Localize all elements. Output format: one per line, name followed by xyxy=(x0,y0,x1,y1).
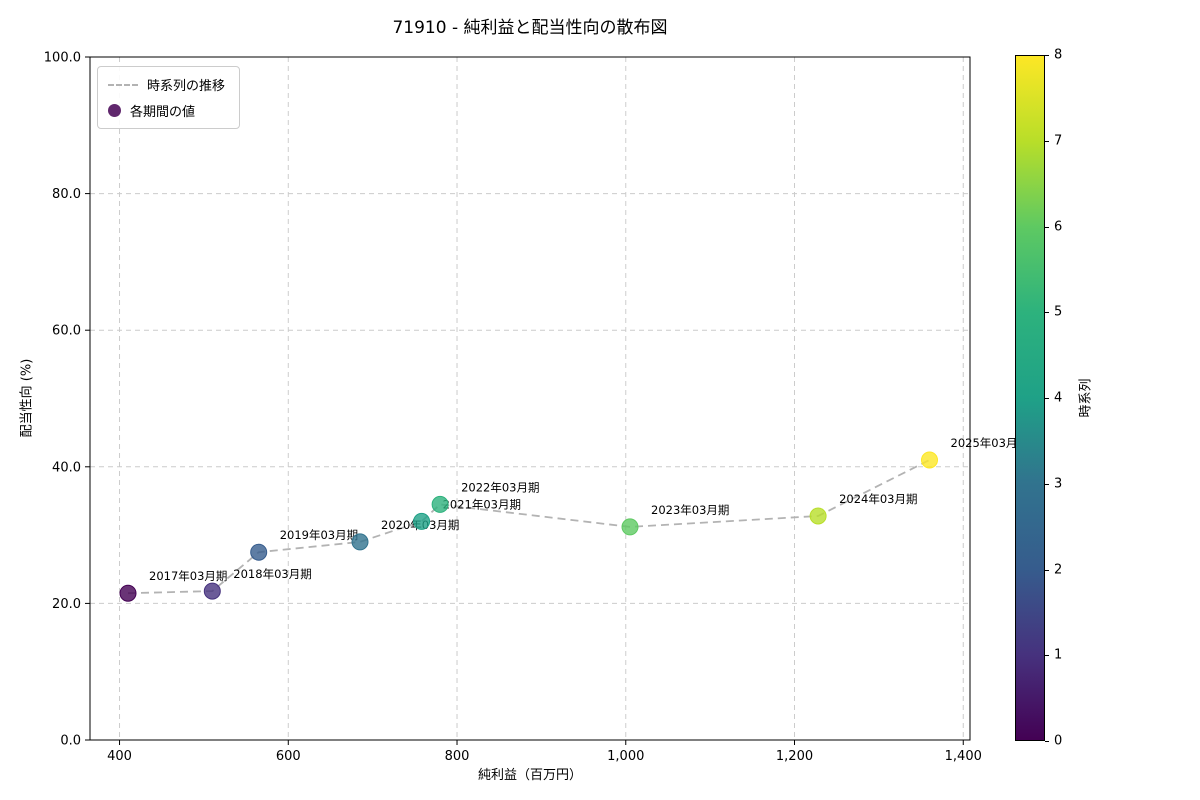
svg-text:2024年03月期: 2024年03月期 xyxy=(839,492,917,506)
svg-text:2025年03月期: 2025年03月期 xyxy=(951,436,1029,450)
svg-text:2018年03月期: 2018年03月期 xyxy=(233,567,311,581)
svg-text:1,400: 1,400 xyxy=(945,749,982,764)
legend: 時系列の推移 各期間の値 xyxy=(97,66,241,129)
colorbar-label: 時系列 xyxy=(1078,378,1094,418)
svg-text:100.0: 100.0 xyxy=(44,51,81,66)
svg-text:40.0: 40.0 xyxy=(52,460,81,475)
y-axis-label: 配当性向 (%) xyxy=(19,358,35,438)
svg-text:2021年03月期: 2021年03月期 xyxy=(443,497,521,511)
svg-text:1,200: 1,200 xyxy=(776,749,813,764)
colorbar xyxy=(1015,55,1045,741)
svg-text:800: 800 xyxy=(445,749,470,764)
svg-text:1,000: 1,000 xyxy=(607,749,644,764)
point-swatch-icon xyxy=(108,104,121,117)
svg-text:80.0: 80.0 xyxy=(52,187,81,202)
svg-text:2022年03月期: 2022年03月期 xyxy=(461,480,539,494)
svg-text:2019年03月期: 2019年03月期 xyxy=(280,528,358,542)
svg-text:600: 600 xyxy=(276,749,301,764)
legend-trend-label: 時系列の推移 xyxy=(147,79,226,94)
dashed-line-swatch-icon xyxy=(108,83,138,86)
legend-item-points: 各期間の値 xyxy=(108,101,225,120)
svg-text:2023年03月期: 2023年03月期 xyxy=(651,503,729,517)
legend-points-label: 各期間の値 xyxy=(130,105,196,120)
svg-text:0.0: 0.0 xyxy=(60,734,81,749)
svg-text:400: 400 xyxy=(107,749,132,764)
svg-text:20.0: 20.0 xyxy=(52,597,81,612)
svg-text:60.0: 60.0 xyxy=(52,324,81,339)
chart-title: 71910 - 純利益と配当性向の散布図 xyxy=(392,18,668,38)
legend-item-trend: 時系列の推移 xyxy=(108,75,225,94)
x-axis-label: 純利益（百万円） xyxy=(477,768,582,783)
svg-text:2017年03月期: 2017年03月期 xyxy=(149,569,227,583)
